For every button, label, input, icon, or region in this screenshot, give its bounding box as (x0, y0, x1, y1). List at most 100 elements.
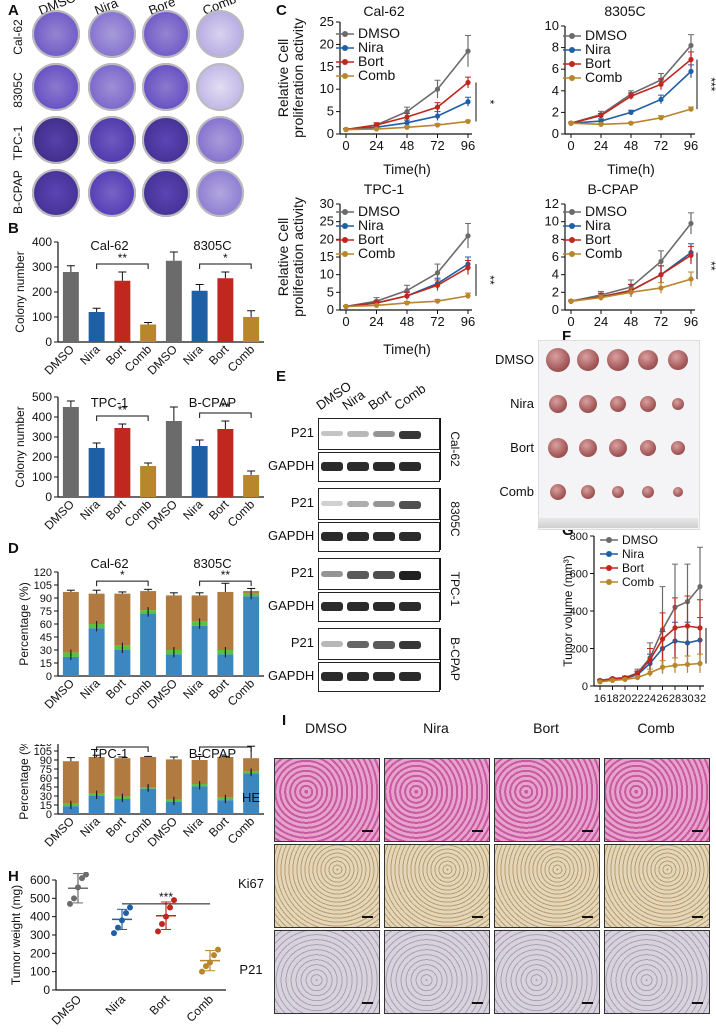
x-tick-label: DMSO (49, 992, 84, 1027)
panel-label-f: F (562, 328, 572, 345)
gapdh-band (321, 532, 343, 541)
gapdh-band (399, 672, 421, 681)
y-tick-label: 10 (320, 81, 334, 96)
x-axis-label: Time(h) (383, 341, 431, 357)
legend-label: DMSO (358, 203, 400, 219)
plate-row-label: TPC-1 (11, 125, 25, 161)
chart-title: B-CPAP (587, 181, 638, 197)
blot-box-gapdh (318, 452, 440, 482)
blot-label-p21: P21 (290, 565, 314, 580)
y-tick-label: 10 (545, 18, 559, 33)
gapdh-band (373, 672, 395, 681)
x-tick-label: 48 (624, 138, 638, 153)
legend-marker (569, 61, 575, 67)
y-tick-label: 120 (34, 744, 52, 749)
bar-segment-g2m (88, 757, 105, 794)
y-tick-label: 0 (46, 809, 52, 821)
y-tick-label: 0 (45, 335, 52, 349)
gapdh-band (347, 672, 369, 681)
scale-bar (582, 1002, 593, 1004)
y-tick-label: 500 (30, 891, 50, 905)
y-tick-label: 0 (552, 302, 559, 317)
legend-marker (606, 537, 612, 543)
y-tick-label: 5 (327, 104, 334, 119)
tumor (579, 395, 597, 413)
legend-marker (342, 237, 348, 243)
data-point (688, 220, 694, 227)
tumor (579, 439, 597, 457)
histology-column-label: Bort (533, 720, 559, 736)
colony-plate (32, 63, 80, 111)
x-tick-label: 96 (684, 314, 698, 329)
data-point (658, 285, 664, 291)
colony-plate (32, 169, 80, 217)
legend-marker (606, 551, 612, 557)
bar-segment-g1 (140, 613, 157, 676)
x-tick-label: Nira (180, 676, 206, 702)
bar-segment-g2m (62, 761, 79, 804)
group-label: TPC-1 (91, 746, 129, 761)
x-tick-label: 72 (654, 138, 668, 153)
colony-plate (32, 116, 80, 164)
y-tick-label: 90 (40, 755, 52, 767)
histology-image (604, 930, 710, 1014)
blot-box-p21 (318, 418, 440, 450)
data-point (167, 904, 173, 911)
bar (114, 428, 131, 497)
legend-label: Nira (622, 547, 644, 561)
blot-box-p21 (318, 488, 440, 520)
data-point (67, 900, 73, 907)
data-point (373, 122, 380, 128)
legend-marker (569, 47, 575, 53)
data-point (697, 584, 703, 590)
legend-label: Comb (585, 245, 623, 261)
blot-box-gapdh (318, 662, 440, 692)
y-tick-label: 15 (320, 59, 334, 74)
y-tick-label: 0 (552, 126, 559, 141)
x-tick-label: Comb (225, 497, 258, 530)
p21-band (399, 641, 421, 650)
bar-segment-g1 (243, 596, 260, 676)
y-tick-label: 400 (32, 410, 52, 424)
gapdh-band (321, 462, 343, 471)
tumor-row-label: Nira (510, 396, 534, 411)
data-point (684, 623, 691, 629)
bar-segment-g1 (165, 654, 182, 676)
x-tick-label: 24 (369, 138, 383, 153)
x-tick-label: DMSO (145, 342, 180, 377)
bar-segment-g2m (217, 757, 234, 798)
p21-band (347, 571, 369, 579)
y-axis-label: Colony number (13, 251, 27, 332)
data-point (634, 674, 641, 681)
gapdh-band (347, 462, 369, 471)
y-axis-label: Tumor volume (mm³) (561, 555, 575, 667)
y-tick-label: 10 (320, 267, 334, 282)
blot-cell-label: Cal-62 (448, 431, 462, 467)
proliferation-chart-bcpap: 024681012024487296Time(h)B-CPAPDMSONiraB… (545, 181, 716, 357)
bar (88, 312, 105, 342)
tumor-weight-chart: 0 100 200 300 400 500 600 Tumor weight (mg) DMSO… (9, 872, 226, 1028)
blot-bracket-line (440, 418, 441, 480)
y-axis-label: Relative Cell (275, 218, 291, 297)
bar-segment-g1 (114, 799, 131, 814)
data-point (404, 293, 410, 299)
y-tick-label: 2 (552, 104, 559, 119)
bar-segment-g1 (191, 786, 208, 814)
bar (217, 278, 234, 342)
legend-label: Nira (585, 41, 611, 57)
x-tick-label: Nira (180, 342, 206, 368)
y-tick-label: 25 (320, 214, 334, 229)
y-tick-label: 75 (40, 764, 52, 776)
x-tick-label: 48 (400, 138, 414, 153)
chart-title: 8305C (604, 3, 645, 19)
x-tick-label: 32 (694, 693, 706, 705)
blot-bracket-line (440, 488, 441, 550)
tumor (673, 487, 683, 497)
group-label: Cal-62 (90, 556, 128, 571)
x-tick-label: 16 (594, 693, 606, 705)
significance-bracket (199, 412, 252, 418)
y-tick-label: 4 (552, 267, 559, 282)
data-point (465, 293, 471, 299)
histology-image (384, 758, 490, 842)
